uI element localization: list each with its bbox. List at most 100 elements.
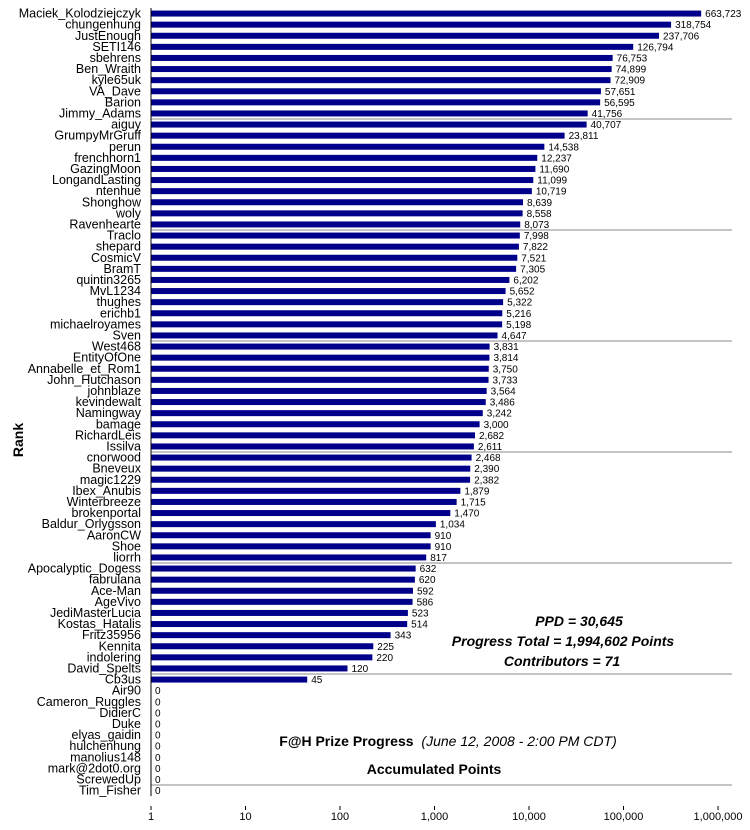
value-label: 72,909 <box>615 76 646 87</box>
category-label: Apocalyptic_Dogess <box>28 562 141 576</box>
bar <box>151 598 413 605</box>
value-label: 2,611 <box>478 442 503 453</box>
value-label: 586 <box>417 597 434 608</box>
category-label: chungenhung <box>65 18 141 32</box>
value-label: 5,322 <box>507 298 532 309</box>
value-label: 23,811 <box>569 131 599 142</box>
bar <box>151 410 483 417</box>
value-label: 45 <box>311 675 323 686</box>
category-label: RichardLeis <box>75 428 141 442</box>
category-label: Shonghow <box>82 195 142 209</box>
value-label: 0 <box>155 708 161 719</box>
bar <box>151 32 660 39</box>
bar <box>151 532 431 539</box>
value-label: 0 <box>155 697 161 708</box>
category-label: Maciek_Kolodziejczyk <box>19 7 142 21</box>
value-label: 3,242 <box>487 409 512 420</box>
value-label: 0 <box>155 686 161 697</box>
bar <box>151 432 475 439</box>
bar <box>151 343 490 350</box>
value-label: 10,719 <box>536 187 567 198</box>
category-label: CosmicV <box>91 251 142 265</box>
bar <box>151 43 634 50</box>
bar <box>151 188 532 195</box>
value-label: 41,756 <box>592 109 623 120</box>
bar <box>151 299 504 306</box>
category-label: mark@2dot0.org <box>48 761 141 775</box>
category-label: LongandLasting <box>52 173 141 187</box>
bar <box>151 10 702 17</box>
bar <box>151 177 534 184</box>
value-label: 0 <box>155 719 161 730</box>
category-label: Sven <box>113 328 142 342</box>
bar <box>151 66 612 73</box>
x-tick-label: 10 <box>239 811 251 823</box>
x-tick-label: 1,000,000 <box>694 811 743 823</box>
category-label: Duke <box>112 717 141 731</box>
category-label: brokenportal <box>72 506 142 520</box>
category-label: Cameron_Ruggles <box>37 695 141 709</box>
value-label: 1,034 <box>440 520 465 531</box>
value-label: 1,470 <box>454 509 479 520</box>
category-label: Traclo <box>107 229 141 243</box>
value-label: 4,647 <box>502 331 527 342</box>
value-label: 57,651 <box>605 87 636 98</box>
category-label: erichb1 <box>100 306 141 320</box>
value-label: 0 <box>155 731 161 742</box>
category-label: hulchenhung <box>69 739 141 753</box>
x-tick-label: 1,000 <box>421 811 449 823</box>
category-label: Issilva <box>106 439 141 453</box>
bar <box>151 310 503 317</box>
category-label: JediMasterLucia <box>50 606 141 620</box>
bar <box>151 510 451 517</box>
value-label: 220 <box>376 653 393 664</box>
bar <box>151 221 521 228</box>
ppd-annotation: PPD = 30,645 <box>535 613 623 629</box>
value-label: 318,754 <box>675 20 712 31</box>
value-label: 5,652 <box>510 287 535 298</box>
bar <box>151 565 416 572</box>
value-label: 7,998 <box>524 231 549 242</box>
category-label: Shoe <box>112 539 141 553</box>
bar <box>151 543 431 550</box>
bar <box>151 465 471 472</box>
category-label: Jimmy_Adams <box>59 106 141 120</box>
bar <box>151 210 523 217</box>
contributors-annotation: Contributors = 71 <box>504 653 621 669</box>
bar <box>151 609 408 616</box>
category-label: Annabelle_et_Rom1 <box>28 362 141 376</box>
bars <box>151 10 702 683</box>
bar <box>151 587 413 594</box>
bar <box>151 365 489 372</box>
category-label: BramT <box>104 262 142 276</box>
gridlines <box>151 118 732 786</box>
value-label: 5,198 <box>506 320 531 331</box>
category-label: ScrewedUp <box>76 772 141 786</box>
value-label: 8,073 <box>524 220 549 231</box>
x-tick-label: 100 <box>331 811 349 823</box>
y-axis-label: Rank <box>10 423 26 457</box>
value-label: 0 <box>155 764 161 775</box>
value-label: 7,521 <box>521 253 546 264</box>
category-label: AgeVivo <box>95 595 141 609</box>
bar <box>151 99 601 106</box>
category-label: Ben_Wraith <box>76 62 141 76</box>
value-label: 817 <box>430 553 447 564</box>
bar <box>151 332 498 339</box>
bar <box>151 643 374 650</box>
category-label: Kostas_Hatalis <box>58 617 141 631</box>
category-label: John_Hutchason <box>47 373 141 387</box>
bar <box>151 399 486 406</box>
bar <box>151 154 538 161</box>
x-axis-label: Accumulated Points <box>367 761 502 777</box>
bar <box>151 265 517 272</box>
category-label: perun <box>109 140 141 154</box>
value-label: 343 <box>395 631 412 642</box>
value-label: 2,468 <box>476 453 501 464</box>
bar <box>151 476 471 483</box>
category-label: Fritz35956 <box>82 628 141 642</box>
bar <box>151 143 545 150</box>
category-label: quintin3265 <box>76 273 141 287</box>
value-labels: 663,723318,754237,706126,79476,75374,899… <box>155 9 742 797</box>
